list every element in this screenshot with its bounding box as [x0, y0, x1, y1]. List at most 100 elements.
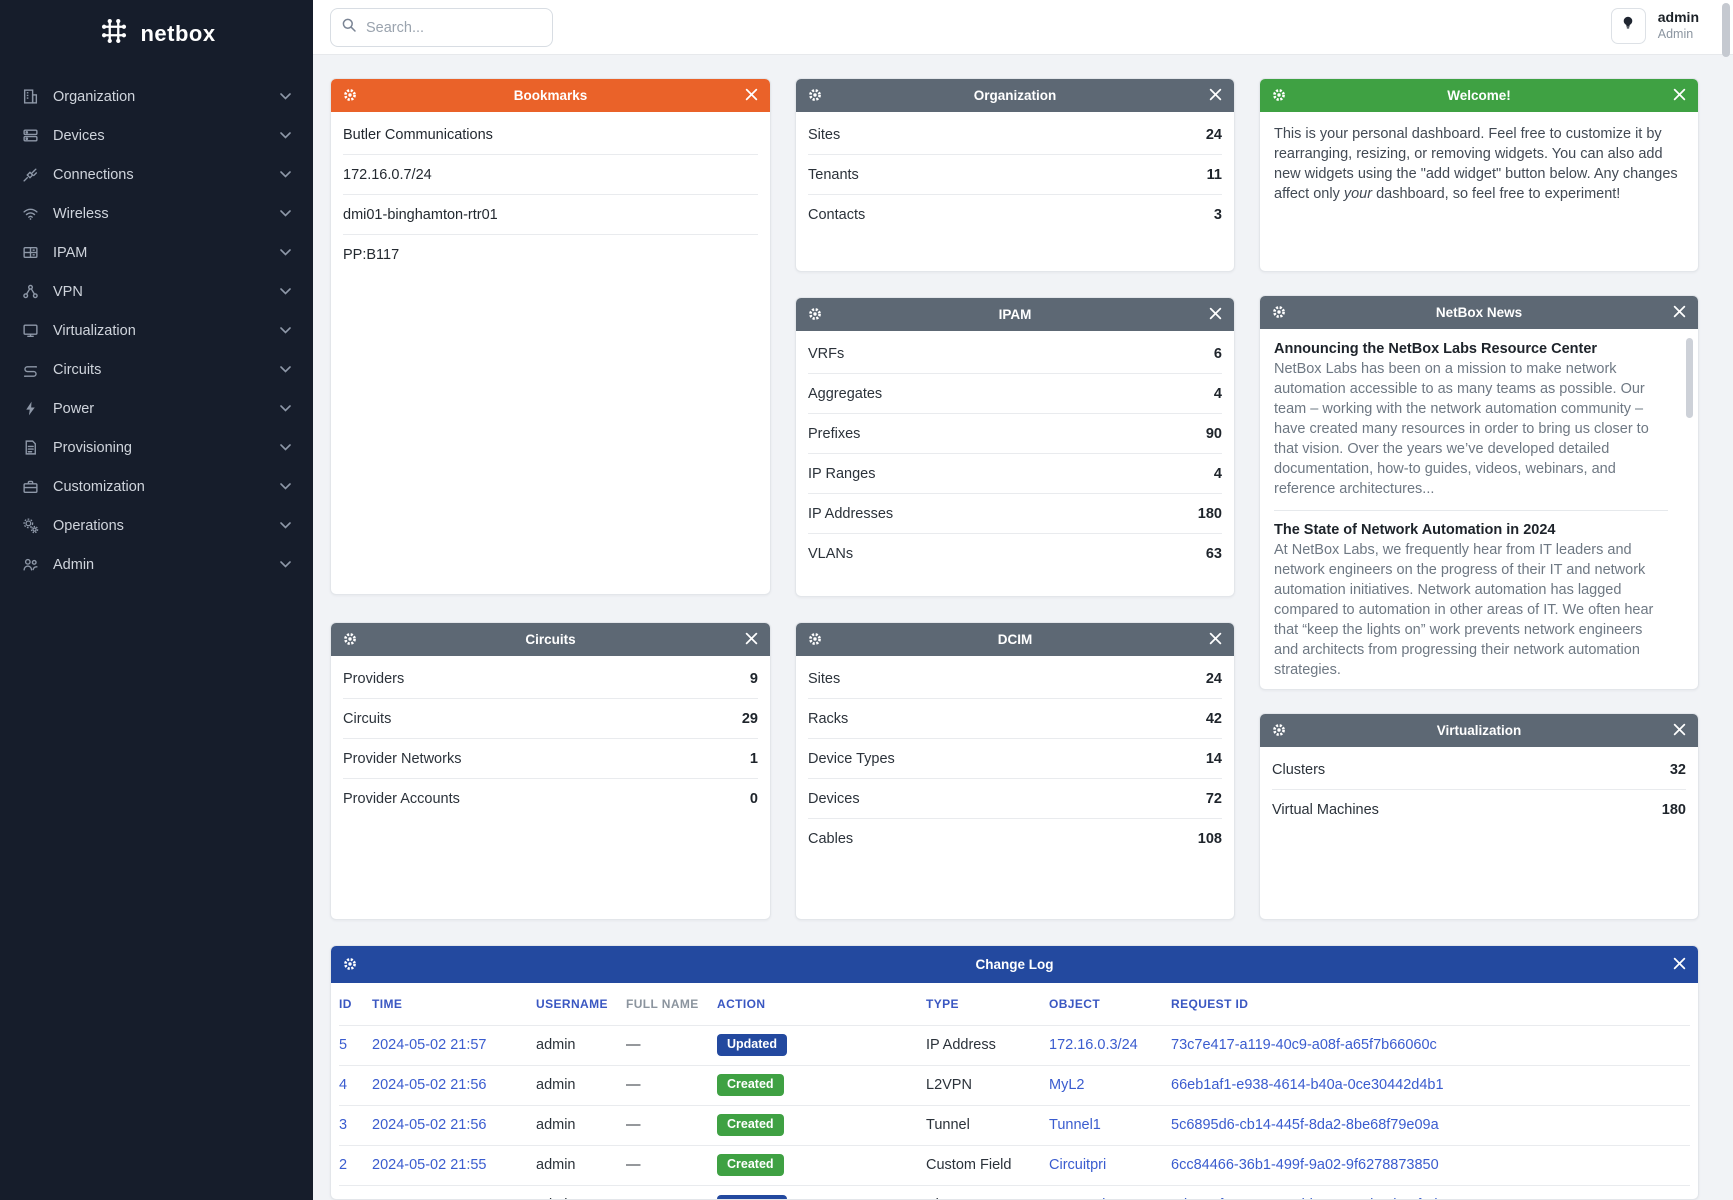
close-icon[interactable]	[1209, 307, 1223, 321]
stat-row[interactable]: Device Types 14	[808, 739, 1222, 779]
change-request-id-link[interactable]: 6cc84466-36b1-499f-9a02-9f6278873850	[1171, 1157, 1439, 1173]
sidebar-item-vpn[interactable]: VPN	[0, 272, 313, 311]
gear-icon[interactable]	[1271, 304, 1287, 320]
gear-icon[interactable]	[807, 306, 823, 322]
stat-row[interactable]: Cables 108	[808, 819, 1222, 859]
stat-row[interactable]: Aggregates 4	[808, 374, 1222, 414]
column-header-time[interactable]: TIME	[372, 996, 403, 1011]
close-icon[interactable]	[1673, 305, 1687, 319]
sidebar-item-organization[interactable]: Organization	[0, 77, 313, 116]
stat-row[interactable]: Sites 24	[808, 115, 1222, 155]
sidebar-item-connections[interactable]: Connections	[0, 155, 313, 194]
search-input[interactable]	[366, 19, 536, 36]
news-article-title[interactable]: The State of Network Automation in 2024	[1274, 522, 1556, 538]
close-icon[interactable]	[1673, 88, 1687, 102]
column-header-username[interactable]: USERNAME	[536, 996, 608, 1011]
sidebar-item-wireless[interactable]: Wireless	[0, 194, 313, 233]
stat-row[interactable]: Circuits 29	[343, 699, 758, 739]
bookmark-item[interactable]: 172.16.0.7/24	[343, 155, 758, 195]
sidebar-item-ipam[interactable]: IPAM	[0, 233, 313, 272]
close-icon[interactable]	[1673, 723, 1687, 737]
close-icon[interactable]	[1673, 957, 1687, 971]
bookmark-item[interactable]: Butler Communications	[343, 115, 758, 155]
sidebar-item-admin[interactable]: Admin	[0, 545, 313, 584]
stat-label: Provider Accounts	[343, 791, 460, 807]
gear-icon[interactable]	[342, 631, 358, 647]
gear-icon[interactable]	[807, 631, 823, 647]
monitor-icon	[22, 322, 39, 339]
close-icon[interactable]	[1209, 632, 1223, 646]
stat-row[interactable]: VLANs 63	[808, 534, 1222, 574]
stat-row[interactable]: Sites 24	[808, 659, 1222, 699]
change-request-id-link[interactable]: 7d3520f9-7858-4c1d-b1c6-1e0b11b71f5d	[1171, 1197, 1438, 1199]
change-time-link[interactable]: 2024-05-02 21:56	[372, 1117, 487, 1133]
change-time-link[interactable]: 2024-05-02 21:57	[372, 1037, 487, 1053]
change-object-link[interactable]: MyL2	[1049, 1077, 1085, 1093]
gear-icon[interactable]	[342, 87, 358, 103]
stat-row[interactable]: Prefixes 90	[808, 414, 1222, 454]
theme-toggle-button[interactable]	[1610, 8, 1646, 44]
stat-row[interactable]: Providers 9	[343, 659, 758, 699]
stat-row[interactable]: IP Addresses 180	[808, 494, 1222, 534]
building-icon	[22, 88, 39, 105]
stat-row[interactable]: Tenants 11	[808, 155, 1222, 195]
change-time-link[interactable]: 2024-05-02 21:55	[372, 1157, 487, 1173]
gear-icon[interactable]	[342, 956, 358, 972]
bookmark-item[interactable]: dmi01-binghamton-rtr01	[343, 195, 758, 235]
gear-icon[interactable]	[1271, 87, 1287, 103]
change-id-link[interactable]: 3	[339, 1117, 348, 1133]
gear-icon[interactable]	[807, 87, 823, 103]
sidebar-item-circuits[interactable]: Circuits	[0, 350, 313, 389]
news-article-title[interactable]: Announcing the NetBox Labs Resource Cent…	[1274, 341, 1598, 357]
gear-icon[interactable]	[1271, 722, 1287, 738]
close-icon[interactable]	[745, 88, 759, 102]
close-icon[interactable]	[1209, 88, 1223, 102]
sidebar-item-provisioning[interactable]: Provisioning	[0, 428, 313, 467]
stat-row[interactable]: IP Ranges 4	[808, 454, 1222, 494]
stat-row[interactable]: Racks 42	[808, 699, 1222, 739]
welcome-text-part: dashboard, so feel free to experiment!	[1372, 186, 1621, 202]
change-object-link[interactable]: Circuitpri	[1049, 1157, 1107, 1173]
change-id-link[interactable]: 2	[339, 1157, 348, 1173]
stat-row[interactable]: Provider Accounts 0	[343, 779, 758, 819]
news-scrollbar[interactable]	[1686, 338, 1693, 418]
stat-row[interactable]: VRFs 6	[808, 334, 1222, 374]
stat-row[interactable]: Clusters 32	[1272, 750, 1686, 790]
welcome-text: This is your personal dashboard. Feel fr…	[1260, 112, 1698, 216]
sidebar-item-power[interactable]: Power	[0, 389, 313, 428]
virtualization-widget-header: Virtualization	[1260, 714, 1698, 747]
sidebar-item-virtualization[interactable]: Virtualization	[0, 311, 313, 350]
change-object-link[interactable]: 172.16.0.3/24	[1049, 1037, 1138, 1053]
change-request-id-link[interactable]: 73c7e417-a119-40c9-a08f-a65f7b66060c	[1171, 1037, 1437, 1053]
column-header-request-id[interactable]: REQUEST ID	[1171, 996, 1249, 1011]
stat-row[interactable]: Devices 72	[808, 779, 1222, 819]
column-header-type[interactable]: TYPE	[926, 996, 959, 1011]
change-object-link[interactable]: DM-Nashua	[1049, 1197, 1126, 1199]
stat-row[interactable]: Provider Networks 1	[343, 739, 758, 779]
sidebar-item-operations[interactable]: Operations	[0, 506, 313, 545]
stat-row[interactable]: Contacts 3	[808, 195, 1222, 235]
change-request-id-link[interactable]: 66eb1af1-e938-4614-b40a-0ce30442d4b1	[1171, 1077, 1444, 1093]
search-box[interactable]	[330, 8, 553, 47]
column-header-object[interactable]: OBJECT	[1049, 996, 1101, 1011]
page-scrollbar[interactable]	[1722, 3, 1730, 57]
column-header-id[interactable]: ID	[339, 996, 352, 1011]
stat-row[interactable]: Virtual Machines 180	[1272, 790, 1686, 830]
bookmark-item[interactable]: PP:B117	[343, 247, 400, 263]
netbox-logo[interactable]: netbox	[0, 0, 313, 63]
stat-label: Aggregates	[808, 385, 883, 402]
change-time-link[interactable]: 2024-05-02 21:54	[372, 1197, 487, 1199]
sidebar-item-devices[interactable]: Devices	[0, 116, 313, 155]
sidebar-item-customization[interactable]: Customization	[0, 467, 313, 506]
bookmarks-widget-header: Bookmarks	[331, 79, 770, 112]
change-time-link[interactable]: 2024-05-02 21:56	[372, 1077, 487, 1093]
change-id-link[interactable]: 1	[339, 1197, 347, 1199]
change-object-link[interactable]: Tunnel1	[1049, 1117, 1101, 1133]
change-id-link[interactable]: 4	[339, 1077, 348, 1093]
change-request-id-link[interactable]: 5c6895d6-cb14-445f-8da2-8be68f79e09a	[1171, 1117, 1439, 1133]
user-menu[interactable]: admin Admin	[1658, 9, 1699, 42]
change-id-link[interactable]: 5	[339, 1037, 348, 1053]
change-username: admin	[536, 1024, 626, 1065]
close-icon[interactable]	[745, 632, 759, 646]
column-header-action[interactable]: ACTION	[717, 996, 766, 1011]
